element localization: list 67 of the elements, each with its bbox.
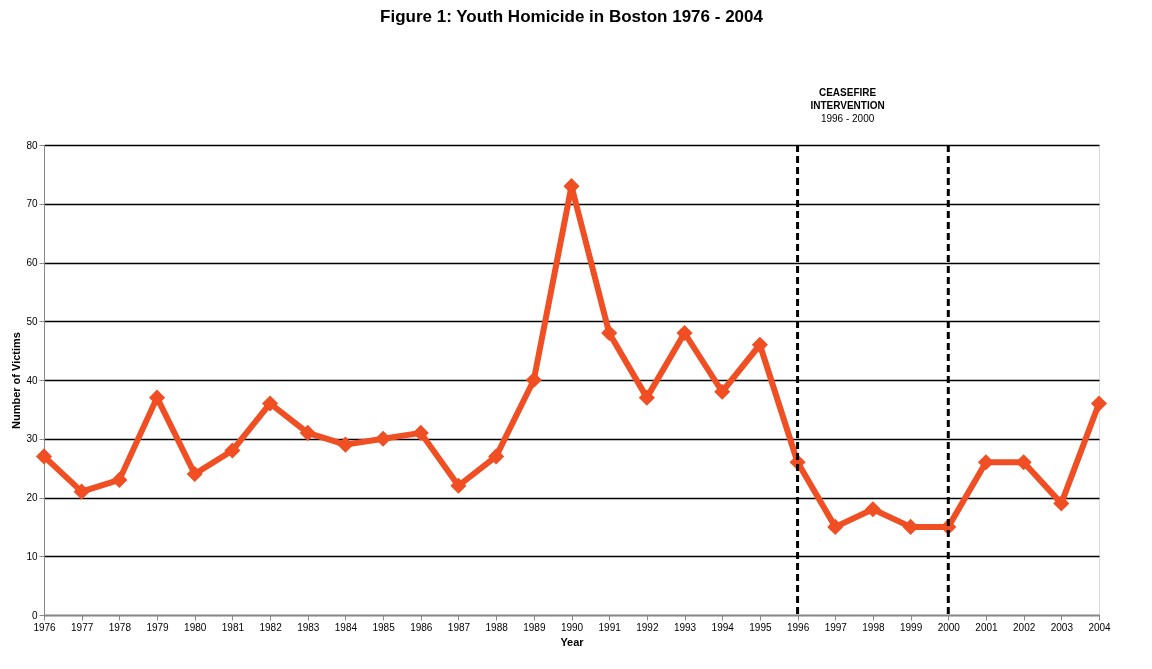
y-tick-label: 10 [26,550,38,562]
point [1053,495,1070,512]
x-tick-label: 1988 [485,621,509,633]
point [186,465,203,483]
point [262,395,279,412]
y-tick-label: 70 [26,198,38,210]
x-tick-label: 2001 [975,621,999,633]
point [337,436,354,453]
x-tick-label: 2004 [1088,621,1112,633]
x-axis-title: Year [560,635,585,648]
point [450,477,467,494]
x-tick-label: 1978 [108,621,132,633]
text: 1996 - 2000 [820,113,875,124]
y-tick-label: 60 [26,257,38,268]
y-tick-label: 40 [26,374,38,386]
text: INTERVENTION [810,100,885,111]
x-tick-label: 1984 [334,621,358,633]
y-tick-label: 0 [31,609,38,621]
point [299,424,316,441]
point [751,336,768,353]
point [525,371,542,389]
x-tick-label: 1989 [523,621,546,633]
point [601,324,618,342]
point [1090,395,1108,412]
y-tick-label: 50 [26,315,38,327]
chart-title: Figure 1: Youth Homicide in Boston 1976 - 2004 [380,7,764,26]
x-tick-label: 1997 [824,621,848,633]
point [375,430,392,447]
point [35,448,53,465]
point [827,518,844,535]
x-tick-label: 1980 [184,621,207,633]
x-tick-label: 1991 [598,621,622,633]
point [73,483,90,500]
x-tick-label: 2003 [1050,621,1074,633]
text: CEASEFIRE [818,87,877,98]
point [412,424,429,441]
x-tick-label: 1990 [560,621,584,633]
point [676,324,693,342]
x-tick-label: 1998 [862,621,885,633]
x-tick-label: 1983 [297,621,320,633]
point [111,471,128,488]
x-tick-label: 1986 [410,621,433,633]
y-axis-title: Number of Victims [10,332,23,429]
x-tick-label: 1999 [899,621,923,633]
point [148,389,166,406]
x-tick-label: 1992 [636,621,659,633]
point [864,501,881,518]
x-tick-label: 1996 [786,621,810,633]
x-tick-label: 2000 [937,621,961,633]
x-tick-label: 1979 [146,621,170,633]
x-tick-label: 1993 [673,621,697,633]
x-tick-label: 1982 [259,621,283,633]
x-tick-label: 1995 [749,621,772,633]
y-tick-label: 30 [26,433,38,445]
x-tick-label: 1987 [447,621,471,633]
x-tick-label: 1994 [711,621,735,633]
point [224,442,241,459]
x-tick-label: 1981 [221,621,245,633]
point [714,383,731,400]
y-tick-label: 20 [26,492,38,503]
x-tick-label: 1977 [71,621,94,633]
point [488,448,505,465]
x-tick-label: 2002 [1013,621,1036,633]
point [638,389,655,406]
y-tick-label: 80 [26,139,38,151]
x-tick-label: 1985 [372,621,396,633]
x-tick-label: 1976 [33,621,57,633]
